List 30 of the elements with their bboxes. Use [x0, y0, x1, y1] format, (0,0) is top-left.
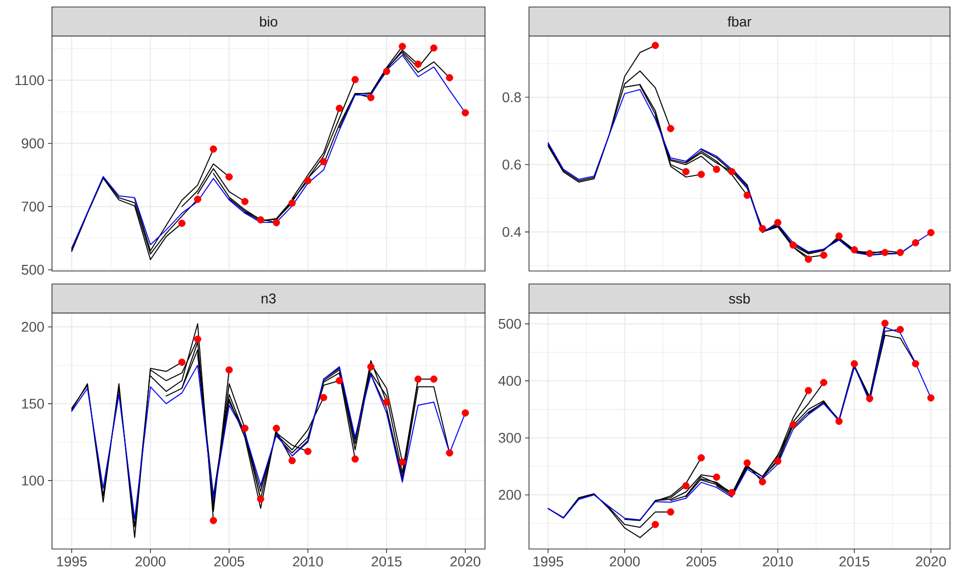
x-tick-label: 2020	[450, 556, 480, 566]
y-tick-label: 0.8	[502, 92, 521, 102]
x-tick-label: 2015	[372, 556, 402, 566]
y-tick-label: 100	[22, 476, 44, 486]
y-tick-label: 500	[22, 264, 44, 275]
x-tick-label: 2000	[610, 556, 640, 566]
x-tick-label: 1995	[534, 556, 564, 566]
y-tick-label: 0.4	[502, 226, 522, 237]
y-tick-label: 0.6	[502, 160, 521, 170]
y-tick-label: 200	[22, 322, 44, 332]
chart-title: bio	[260, 16, 278, 27]
x-tick-label: 1995	[57, 556, 87, 566]
x-tick-label: 2015	[839, 556, 870, 566]
y-tick-label: 150	[22, 398, 44, 409]
y-tick-label: 300	[498, 432, 521, 443]
x-tick-label: 2000	[136, 556, 166, 566]
chart-title: ssb	[729, 293, 750, 304]
x-tick-label: 2020	[916, 556, 946, 566]
chart-title: n3	[262, 294, 276, 304]
x-tick-label: 2010	[293, 556, 323, 566]
y-tick-label: 700	[22, 202, 44, 212]
y-tick-label: 500	[498, 318, 521, 329]
y-tick-label: 200	[498, 490, 521, 500]
y-tick-label: 400	[498, 376, 521, 386]
y-tick-label: 1100	[15, 75, 44, 86]
y-tick-label: 900	[22, 138, 44, 148]
x-tick-label: 2005	[214, 556, 244, 566]
x-tick-label: 2005	[686, 556, 716, 566]
chart-title: fbar	[728, 16, 752, 27]
x-tick-label: 2010	[762, 556, 793, 566]
